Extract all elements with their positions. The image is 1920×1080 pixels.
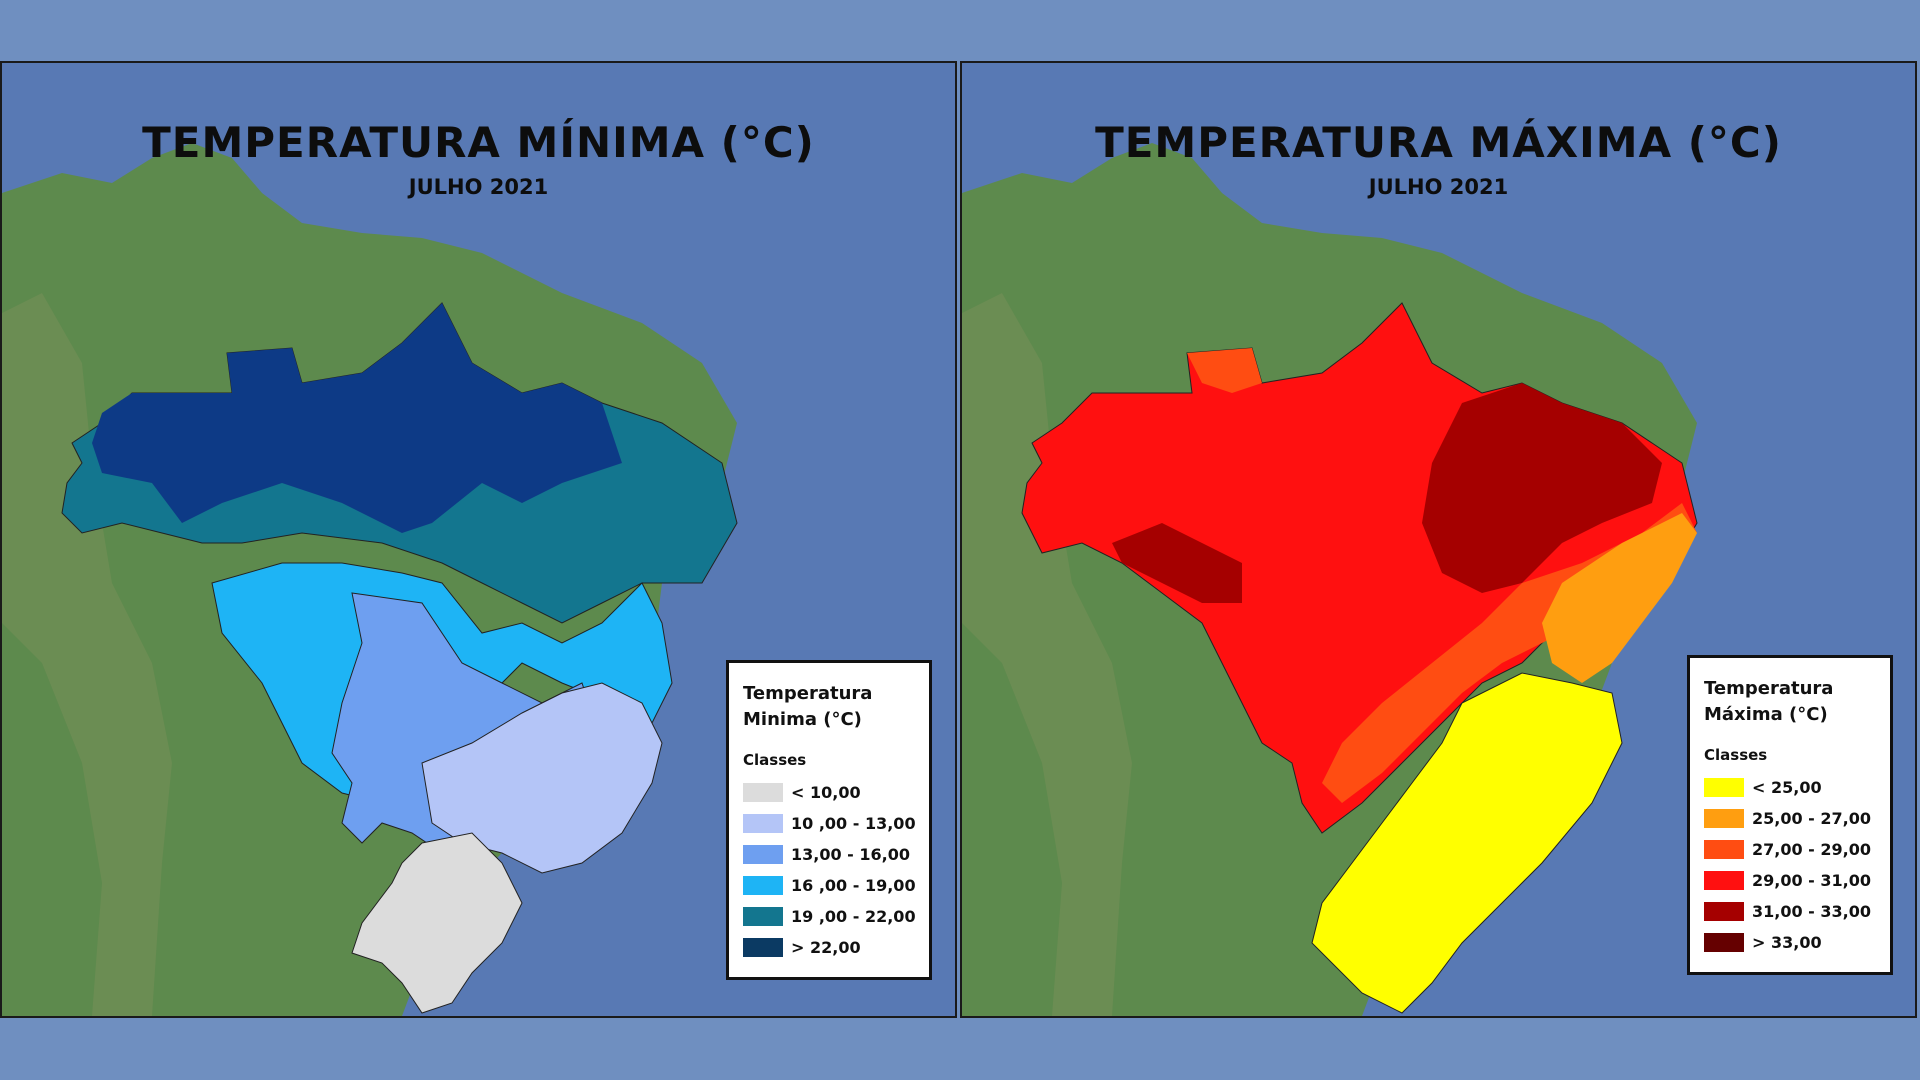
min-temperature-map-panel: TEMPERATURA MÍNIMA (°C) JULHO 2021 Tempe… bbox=[0, 61, 957, 1018]
legend-swatch bbox=[743, 814, 783, 833]
brazil-region-25-27 bbox=[1542, 513, 1697, 683]
map-title: TEMPERATURA MÁXIMA (°C) bbox=[1095, 118, 1782, 167]
legend-swatch bbox=[1704, 778, 1744, 797]
legend-label: 27,00 - 29,00 bbox=[1752, 840, 1871, 859]
map-subtitle: JULHO 2021 bbox=[408, 175, 549, 199]
legend-title-line1: Temperatura bbox=[743, 683, 873, 704]
legend-item: 16 ,00 - 19,00 bbox=[743, 870, 916, 901]
legend-item: 25,00 - 27,00 bbox=[1704, 803, 1876, 834]
legend-swatch bbox=[743, 907, 783, 926]
legend-swatch bbox=[743, 938, 783, 957]
legend-title-line1: Temperatura bbox=[1704, 678, 1834, 699]
legend-label: 13,00 - 16,00 bbox=[791, 845, 910, 864]
legend-swatch bbox=[1704, 933, 1744, 952]
andes-ridge bbox=[962, 293, 1132, 1016]
legend-label: 25,00 - 27,00 bbox=[1752, 809, 1871, 828]
legend-swatch bbox=[1704, 809, 1744, 828]
legend-label: < 10,00 bbox=[791, 783, 861, 802]
legend-item: 27,00 - 29,00 bbox=[1704, 834, 1876, 865]
legend-box: Temperatura Máxima (°C) Classes < 25,00 … bbox=[1687, 655, 1893, 975]
legend-label: 19 ,00 - 22,00 bbox=[791, 907, 916, 926]
map-subtitle: JULHO 2021 bbox=[1368, 175, 1509, 199]
legend-label: > 33,00 bbox=[1752, 933, 1822, 952]
legend-label: 31,00 - 33,00 bbox=[1752, 902, 1871, 921]
legend-swatch bbox=[743, 783, 783, 802]
brazil-region-31-33 bbox=[1422, 383, 1662, 593]
legend-swatch bbox=[1704, 902, 1744, 921]
max-temperature-map bbox=[962, 63, 1915, 1016]
legend-title-line2: Máxima (°C) bbox=[1704, 704, 1828, 725]
brazil-region-31-33-west bbox=[1112, 523, 1242, 603]
legend-label: 10 ,00 - 13,00 bbox=[791, 814, 916, 833]
legend-item: 19 ,00 - 22,00 bbox=[743, 901, 916, 932]
legend-classes-label: Classes bbox=[1704, 746, 1768, 764]
min-temperature-map bbox=[2, 63, 955, 1016]
legend-classes-label: Classes bbox=[743, 751, 807, 769]
brazil-region-under-10 bbox=[351, 832, 523, 1014]
legend-item: 29,00 - 31,00 bbox=[1704, 865, 1876, 896]
map-title: TEMPERATURA MÍNIMA (°C) bbox=[142, 118, 815, 167]
legend-swatch bbox=[1704, 840, 1744, 859]
legend-item: > 33,00 bbox=[1704, 927, 1876, 958]
legend-item: < 10,00 bbox=[743, 777, 915, 808]
legend-title-line2: Minima (°C) bbox=[743, 709, 862, 730]
legend-box: Temperatura Minima (°C) Classes < 10,00 … bbox=[726, 660, 932, 980]
legend-item: 31,00 - 33,00 bbox=[1704, 896, 1876, 927]
legend-item: < 25,00 bbox=[1704, 772, 1876, 803]
legend-swatch bbox=[743, 845, 783, 864]
legend-item: > 22,00 bbox=[743, 932, 915, 963]
brazil-region-27-29-north bbox=[1187, 348, 1262, 393]
legend-label: > 22,00 bbox=[791, 938, 861, 957]
legend-label: 16 ,00 - 19,00 bbox=[791, 876, 916, 895]
andes-ridge bbox=[2, 293, 172, 1016]
legend-swatch bbox=[743, 876, 783, 895]
legend-item: 10 ,00 - 13,00 bbox=[743, 808, 916, 839]
legend-label: 29,00 - 31,00 bbox=[1752, 871, 1871, 890]
legend-swatch bbox=[1704, 871, 1744, 890]
max-temperature-map-panel: TEMPERATURA MÁXIMA (°C) JULHO 2021 Tempe… bbox=[960, 61, 1917, 1018]
brazil-region-under-25 bbox=[1311, 672, 1623, 1014]
brazil-region-over-22 bbox=[92, 303, 622, 533]
legend-item: 13,00 - 16,00 bbox=[743, 839, 915, 870]
legend-label: < 25,00 bbox=[1752, 778, 1822, 797]
